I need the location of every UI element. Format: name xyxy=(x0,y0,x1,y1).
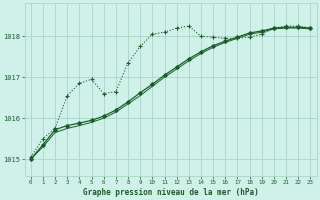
X-axis label: Graphe pression niveau de la mer (hPa): Graphe pression niveau de la mer (hPa) xyxy=(83,188,259,197)
